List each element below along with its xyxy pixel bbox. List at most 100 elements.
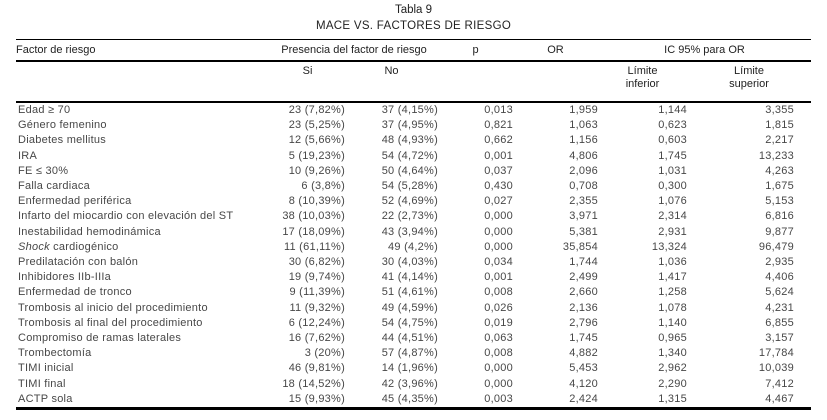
cell-no: 30 (4,03%) (381, 256, 438, 269)
cell-ls: 13,233 (758, 149, 795, 162)
table-row: TIMI inicial 46 (9,81%) 14 (1,96%) 0,000 5,4… (16, 361, 811, 376)
limite-inferior-line1: Límite (627, 65, 658, 77)
cell-or: 1,156 (569, 134, 598, 147)
cell-p: 0,000 (484, 362, 513, 375)
cell-or: 2,136 (569, 301, 598, 314)
cell-li: 1,036 (658, 256, 687, 269)
cell-p: 0,008 (484, 347, 513, 360)
cell-p: 0,063 (484, 332, 513, 345)
cell-ls: 3,355 (765, 104, 795, 116)
table-row: Trombosis al final del procedimiento 6 (1… (16, 316, 811, 331)
table-row: Enfermedad de tronco 9 (11,39%) 51 (4,61%)… (16, 285, 811, 300)
cell-or: 2,096 (569, 164, 598, 177)
cell-ls: 4,406 (765, 271, 795, 284)
table-row: Falla cardiaca 6 (3,8%) 54 (5,28%) 0,430 0,7… (16, 179, 811, 194)
table-row: Predilatación con balón 30 (6,82%) 30 (4,0… (16, 255, 811, 270)
cell-p: 0,019 (484, 316, 513, 329)
table-row: Compromiso de ramas laterales 16 (7,62%) 4… (16, 331, 811, 346)
cell-li: 0,603 (658, 134, 687, 147)
cell-si: 9 (11,39%) (289, 286, 345, 299)
cell-si: 6 (12,24%) (288, 316, 345, 329)
cell-si: 8 (10,39%) (288, 195, 345, 208)
cell-p: 0,003 (484, 392, 513, 405)
cell-li: 2,290 (658, 377, 687, 390)
table-row: Inestabilidad hemodinámica 17 (18,09%) 43 … (16, 225, 811, 240)
cell-factor: Género femenino (18, 119, 107, 132)
cell-factor: Falla cardiaca (18, 180, 90, 193)
cell-p: 0,821 (484, 119, 513, 132)
cell-or: 2,660 (569, 286, 598, 299)
col-header-limite-inferior: Límite inferior (598, 61, 687, 103)
cell-or: 1,745 (569, 332, 598, 345)
cell-ls: 7,412 (765, 377, 795, 390)
cell-factor: Shock cardiogénico (18, 240, 119, 253)
cell-factor: TIMI final (18, 377, 66, 390)
col-header-limite-superior: Límite superior (687, 61, 812, 103)
cell-factor: Trombosis al final del procedimiento (18, 316, 203, 329)
cell-li: 1,417 (658, 271, 687, 284)
cell-ls: 4,231 (765, 301, 795, 314)
col-header-or: OR (513, 39, 598, 62)
col-header-ic95: IC 95% para OR (598, 39, 812, 62)
cell-p: 0,000 (484, 225, 513, 238)
cell-si: 38 (10,03%) (282, 210, 345, 223)
cell-si: 30 (6,82%) (288, 256, 345, 269)
cell-no: 37 (4,15%) (381, 104, 438, 116)
cell-no: 41 (4,14%) (381, 271, 438, 284)
cell-factor: Inhibidores IIb-IIIa (18, 271, 112, 284)
cell-or: 2,499 (569, 271, 598, 284)
cell-si: 11 (61,11%) (283, 240, 345, 253)
col-header-si: Si (270, 61, 345, 103)
cell-ls: 96,479 (758, 240, 795, 253)
table-row: Trombosis al inicio del procedimiento 11 … (16, 301, 811, 316)
cell-factor: TIMI inicial (18, 362, 74, 375)
cell-or: 3,971 (569, 210, 598, 223)
cell-p: 0,001 (484, 271, 513, 284)
cell-factor: Predilatación con balón (18, 256, 139, 269)
cell-si: 5 (19,23%) (288, 149, 345, 162)
cell-li: 1,144 (658, 104, 687, 116)
cell-ls: 9,877 (765, 225, 795, 238)
cell-ls: 5,624 (765, 286, 795, 299)
cell-ls: 10,039 (758, 362, 795, 375)
cell-ls: 3,157 (765, 332, 795, 345)
limite-inferior-line2: inferior (625, 78, 660, 90)
cell-si: 12 (5,66%) (288, 134, 345, 147)
table-number-title: Tabla 9 (394, 4, 433, 16)
cell-li: 0,623 (658, 119, 687, 132)
cell-no: 54 (5,28%) (381, 180, 438, 193)
cell-or: 4,120 (569, 377, 598, 390)
cell-si: 23 (5,25%) (288, 119, 345, 132)
table-row: Edad ≥ 70 23 (7,82%) 37 (4,15%) 0,013 1,959 1… (16, 102, 811, 118)
cell-li: 13,324 (651, 240, 687, 253)
cell-li: 1,340 (658, 347, 687, 360)
cell-ls: 2,217 (765, 134, 795, 147)
cell-li: 0,300 (658, 180, 687, 193)
cell-factor: Trombectomía (18, 347, 92, 360)
cell-or: 1,063 (569, 119, 598, 132)
cell-or: 2,355 (569, 195, 598, 208)
cell-or: 0,708 (569, 180, 598, 193)
col-header-presencia: Presencia del factor de riesgo (270, 39, 438, 62)
cell-no: 51 (4,61%) (381, 286, 438, 299)
cell-or: 4,882 (569, 347, 598, 360)
cell-no: 37 (4,95%) (381, 119, 438, 132)
cell-li: 1,031 (658, 164, 687, 177)
cell-ls: 17,784 (758, 347, 795, 360)
cell-ls: 2,935 (765, 256, 795, 269)
limite-superior-line2: superior (729, 78, 769, 90)
cell-or: 5,381 (569, 225, 598, 238)
mace-risk-table: Factor de riesgo Presencia del factor de… (16, 39, 812, 411)
cell-no: 22 (2,73%) (381, 210, 438, 223)
table-row: Shock cardiogénico 11 (61,11%) 49 (4,2%) 0,… (16, 240, 811, 255)
col-header-p: p (438, 39, 513, 62)
cell-or: 1,744 (569, 256, 598, 269)
cell-li: 1,258 (658, 286, 687, 299)
cell-or: 2,796 (569, 316, 598, 329)
limite-superior-line1: Límite (734, 65, 764, 77)
cell-si: 19 (9,74%) (288, 271, 345, 284)
cell-or: 4,806 (569, 149, 598, 162)
cell-si: 3 (20%) (304, 347, 345, 360)
cell-p: 0,026 (484, 301, 513, 314)
